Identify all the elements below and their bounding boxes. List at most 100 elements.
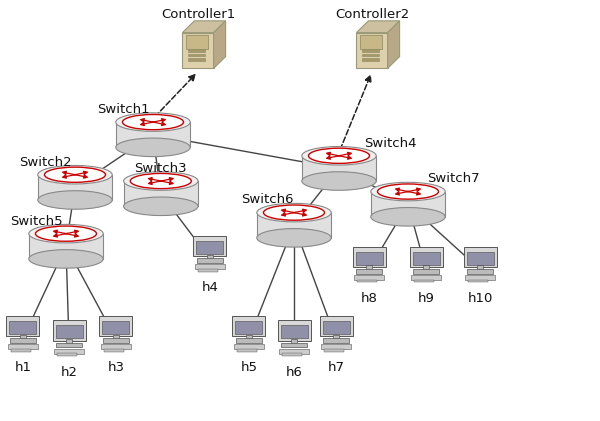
Ellipse shape <box>371 208 445 226</box>
Bar <box>207 255 213 260</box>
Bar <box>333 335 339 340</box>
Ellipse shape <box>377 184 439 199</box>
Bar <box>279 349 308 354</box>
Bar <box>10 321 36 334</box>
Bar <box>423 265 429 270</box>
Ellipse shape <box>38 191 112 209</box>
Bar <box>232 316 265 336</box>
Text: Switch7: Switch7 <box>427 173 479 185</box>
FancyBboxPatch shape <box>38 175 112 200</box>
Bar <box>362 49 379 52</box>
Bar <box>100 316 133 336</box>
Bar <box>6 316 40 336</box>
Bar <box>409 247 443 267</box>
Polygon shape <box>182 21 226 32</box>
Ellipse shape <box>122 115 184 130</box>
Bar <box>56 325 83 338</box>
Ellipse shape <box>257 203 331 222</box>
Bar <box>103 338 129 343</box>
Bar <box>56 343 82 347</box>
Ellipse shape <box>29 250 103 268</box>
Bar <box>281 343 307 347</box>
Bar <box>11 349 31 352</box>
Bar <box>323 321 350 334</box>
Bar <box>281 325 308 338</box>
FancyBboxPatch shape <box>116 122 190 147</box>
Bar <box>235 321 262 334</box>
Text: h8: h8 <box>361 292 377 305</box>
Ellipse shape <box>308 148 370 163</box>
Bar <box>196 241 223 254</box>
Text: Switch6: Switch6 <box>241 194 293 206</box>
Ellipse shape <box>124 197 198 216</box>
Bar <box>469 280 488 282</box>
Bar <box>113 335 119 340</box>
Bar <box>8 344 37 349</box>
Bar <box>58 353 77 356</box>
Bar <box>188 54 205 56</box>
Polygon shape <box>388 21 400 68</box>
Bar <box>466 275 495 280</box>
Bar <box>467 269 493 274</box>
FancyBboxPatch shape <box>371 192 445 217</box>
Text: h5: h5 <box>241 362 257 374</box>
FancyBboxPatch shape <box>124 181 198 206</box>
Bar <box>355 252 383 265</box>
Bar <box>325 349 344 352</box>
Text: h1: h1 <box>14 362 31 374</box>
Bar <box>238 349 257 352</box>
Ellipse shape <box>302 172 376 190</box>
FancyBboxPatch shape <box>257 213 331 238</box>
Ellipse shape <box>35 226 97 241</box>
Ellipse shape <box>29 224 103 243</box>
Polygon shape <box>214 21 226 68</box>
Bar <box>186 35 208 49</box>
Text: h2: h2 <box>61 366 77 378</box>
Text: Switch4: Switch4 <box>364 137 416 149</box>
Text: Switch2: Switch2 <box>19 156 71 168</box>
Bar <box>277 320 311 341</box>
Bar <box>193 236 227 256</box>
Text: h3: h3 <box>107 362 124 374</box>
Bar <box>188 49 205 52</box>
Bar <box>362 54 379 56</box>
Bar <box>320 316 353 336</box>
Text: Controller1: Controller1 <box>161 8 235 21</box>
Bar <box>415 280 434 282</box>
Polygon shape <box>356 21 400 32</box>
Bar <box>358 280 377 282</box>
Bar <box>360 35 382 49</box>
Bar <box>10 338 36 343</box>
Text: Switch3: Switch3 <box>134 162 187 175</box>
Ellipse shape <box>116 138 190 157</box>
Bar <box>53 320 86 341</box>
Bar <box>353 247 386 267</box>
Bar <box>412 275 441 280</box>
Ellipse shape <box>116 113 190 131</box>
Ellipse shape <box>302 147 376 165</box>
Bar <box>323 338 349 343</box>
Ellipse shape <box>257 229 331 247</box>
Bar <box>362 59 379 61</box>
Bar <box>283 353 302 356</box>
Bar <box>101 344 131 349</box>
Bar <box>196 264 224 269</box>
Ellipse shape <box>124 172 198 190</box>
Polygon shape <box>182 32 214 68</box>
Bar <box>354 275 384 280</box>
Ellipse shape <box>371 182 445 201</box>
Ellipse shape <box>44 167 106 182</box>
Ellipse shape <box>263 205 325 220</box>
Ellipse shape <box>38 165 112 184</box>
Text: Switch5: Switch5 <box>10 215 62 227</box>
Bar <box>188 59 205 61</box>
Text: Controller2: Controller2 <box>335 8 409 21</box>
Ellipse shape <box>130 173 191 189</box>
Bar <box>467 252 494 265</box>
Text: h10: h10 <box>467 292 493 305</box>
Bar <box>66 339 72 344</box>
FancyBboxPatch shape <box>29 234 103 259</box>
Text: h7: h7 <box>328 362 344 374</box>
Bar <box>55 349 84 354</box>
Bar <box>464 247 497 267</box>
